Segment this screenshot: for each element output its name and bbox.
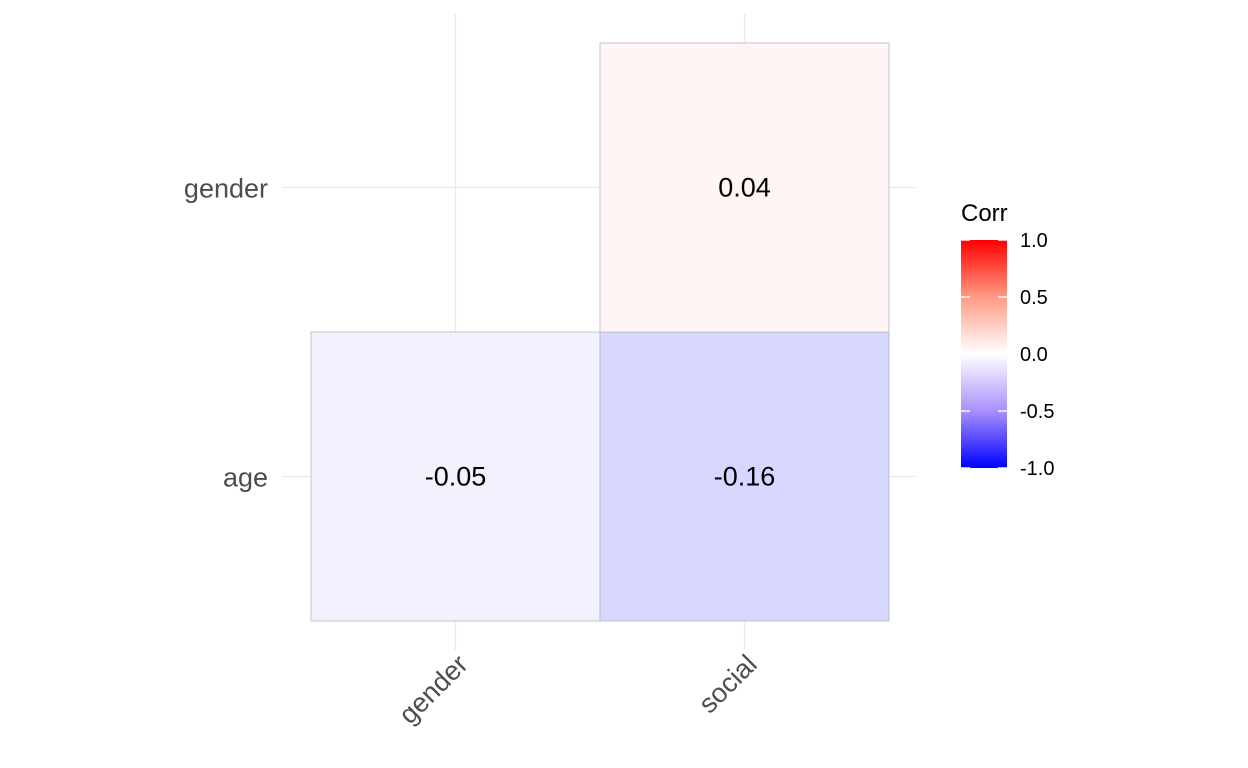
color-legend: Corr 1.0 0.5 0.0 -0.5 -1.0 [961, 200, 1054, 480]
legend-ticks: 1.0 0.5 0.0 -0.5 -1.0 [961, 230, 1054, 480]
cell-labels: -0.05 -0.16 0.04 [425, 173, 776, 492]
heatmap-cell-social-age [599, 331, 890, 622]
cell-label-social-age: -0.16 [714, 462, 776, 492]
legend-tick-label: 0.5 [1020, 287, 1048, 309]
x-tick-label-social: social [693, 649, 763, 719]
legend-title: Corr [961, 200, 1008, 227]
cell-label-social-gender: 0.04 [718, 173, 771, 203]
x-axis-ticks: gender social [393, 649, 763, 730]
legend-tick-label: 1.0 [1020, 230, 1048, 252]
y-tick-label-gender: gender [184, 174, 268, 204]
legend-tick-label: -1.0 [1020, 458, 1054, 480]
heatmap-cells [310, 42, 890, 622]
legend-tick-label: -0.5 [1020, 401, 1054, 423]
cell-label-gender-age: -0.05 [425, 462, 487, 492]
y-axis-ticks: age gender [184, 174, 268, 493]
heatmap-cell-gender-age [310, 331, 601, 622]
y-tick-label-age: age [223, 463, 268, 493]
legend-tick-label: 0.0 [1020, 344, 1048, 366]
x-tick-label-gender: gender [393, 649, 474, 730]
heatmap-cell-social-gender [599, 42, 890, 333]
